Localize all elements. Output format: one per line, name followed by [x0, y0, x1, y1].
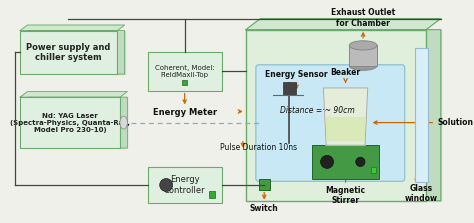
Bar [312, 145, 379, 179]
Text: Pulse Duration 10ns: Pulse Duration 10ns [220, 143, 297, 152]
Ellipse shape [160, 179, 173, 192]
Text: Coherent, Model:
FieldMaxII-Top: Coherent, Model: FieldMaxII-Top [155, 65, 215, 78]
Ellipse shape [120, 116, 128, 129]
Bar [182, 80, 187, 85]
Polygon shape [323, 88, 368, 145]
Polygon shape [27, 97, 128, 148]
Bar [209, 192, 215, 198]
Polygon shape [20, 25, 125, 31]
Polygon shape [27, 31, 125, 74]
Text: Distance =·~ 90cm: Distance =·~ 90cm [280, 106, 355, 115]
Text: Power supply and
chiller system: Power supply and chiller system [27, 43, 111, 62]
Text: Energy Meter: Energy Meter [153, 108, 217, 117]
Polygon shape [246, 19, 441, 30]
Bar [246, 30, 426, 201]
FancyBboxPatch shape [256, 65, 405, 181]
Ellipse shape [349, 41, 377, 50]
Text: Glass
window: Glass window [405, 184, 438, 204]
Bar [349, 45, 377, 66]
Text: Nd: YAG Laser
(Spectra-Physics, Quanta-Ray,
Model Pro 230-10): Nd: YAG Laser (Spectra-Physics, Quanta-R… [10, 113, 130, 133]
Text: Energy
Controller: Energy Controller [164, 175, 206, 195]
Bar [148, 167, 222, 204]
Text: Switch: Switch [250, 204, 279, 213]
Text: Magnetic
Stirrer: Magnetic Stirrer [326, 186, 365, 205]
Polygon shape [261, 30, 441, 201]
Polygon shape [20, 92, 128, 97]
Bar [371, 167, 376, 173]
Text: Energy Sensor: Energy Sensor [265, 70, 328, 79]
Polygon shape [326, 118, 365, 141]
Bar [148, 52, 222, 91]
Text: Solution: Solution [437, 118, 473, 127]
Bar [283, 82, 296, 95]
Ellipse shape [349, 61, 377, 70]
Bar [20, 31, 117, 74]
Bar [415, 48, 428, 182]
Text: Exhaust Outlet
for Chamber: Exhaust Outlet for Chamber [331, 8, 395, 28]
Ellipse shape [356, 157, 365, 167]
Text: Beaker: Beaker [330, 68, 361, 77]
Bar [259, 179, 270, 190]
Bar [20, 97, 120, 148]
Ellipse shape [320, 155, 334, 168]
